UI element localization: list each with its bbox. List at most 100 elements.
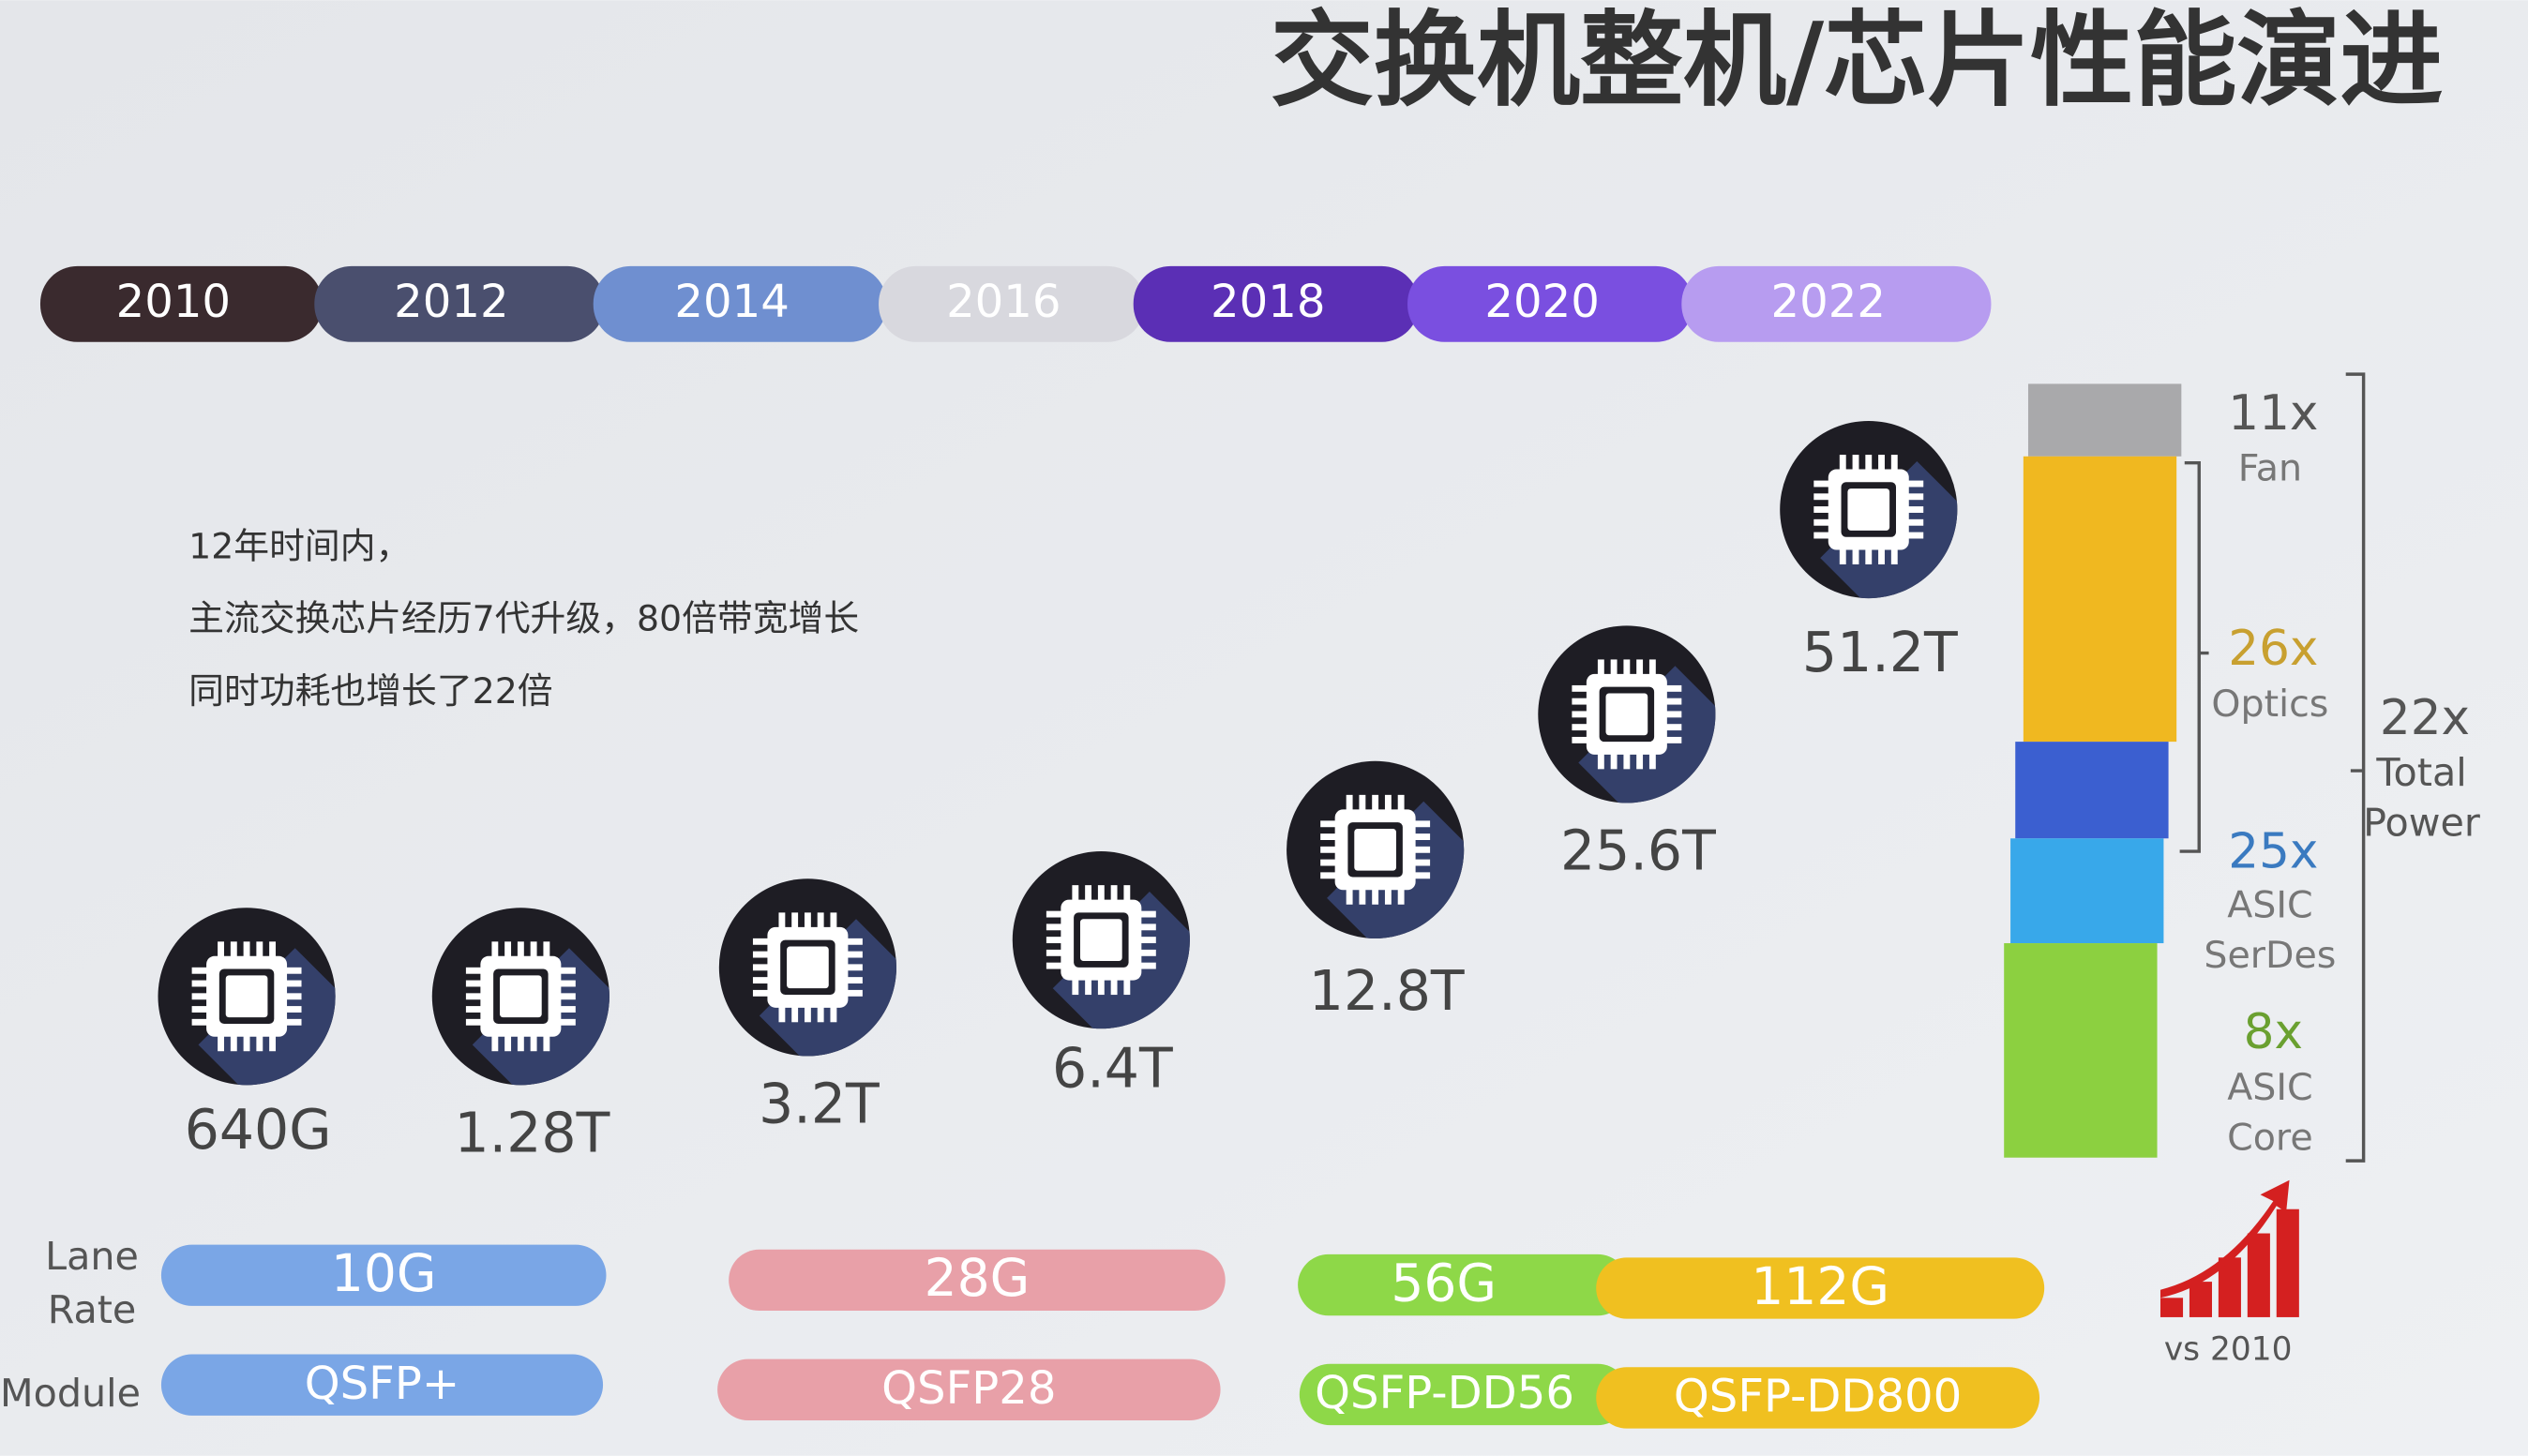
chip-pin [269, 1035, 277, 1052]
chip-pin [830, 912, 837, 929]
chip-pin [559, 1006, 576, 1013]
module-pill [1596, 1367, 2040, 1429]
chip-pin [1046, 962, 1063, 969]
year-segment [1407, 265, 1693, 342]
chip-pin [791, 1006, 799, 1023]
chip-pin [846, 938, 863, 945]
chip-pin [846, 964, 863, 971]
growth-icon [2159, 1179, 2299, 1317]
chip-die [1605, 693, 1648, 736]
year-label: 2020 [1484, 276, 1599, 328]
chip-label: 1.28T [454, 1101, 609, 1164]
power-multiplier: 26x [2228, 621, 2318, 677]
year-label: 2012 [394, 276, 508, 328]
caption: vs 2010 [2164, 1331, 2293, 1369]
chip-pin [1110, 885, 1118, 902]
chip-pin [559, 1018, 576, 1026]
chip-pin [504, 941, 512, 958]
chip-pin [1665, 736, 1682, 743]
chip-pin [256, 941, 263, 958]
chip-pin [285, 980, 302, 987]
power-segment [2004, 943, 2158, 1158]
module-label: Module [0, 1371, 141, 1416]
chip-pin [1610, 659, 1618, 676]
chip-pin [752, 951, 770, 958]
chip-pin [1097, 978, 1105, 996]
chip-label: 25.6T [1560, 819, 1716, 883]
chip-pin [1865, 455, 1873, 472]
total-multiplier: 22x [2380, 690, 2470, 746]
power-name: ASIC [2227, 884, 2312, 927]
chip-pin [1046, 937, 1063, 944]
chip-pin [846, 989, 863, 997]
chip-pin [559, 980, 576, 987]
chip-pin [1597, 753, 1604, 770]
chip-pin [269, 941, 277, 958]
year-label: 2018 [1211, 276, 1325, 328]
power-name: Fan [2238, 447, 2302, 490]
chip-pin [1610, 753, 1618, 770]
chip-pin [465, 993, 483, 1000]
lane_rate-pill [1596, 1257, 2045, 1319]
year-label: 2022 [1771, 276, 1886, 328]
chip-pin [1046, 923, 1063, 931]
year-label: 2010 [116, 276, 231, 328]
chip-pin [830, 1006, 837, 1023]
lane-rate-label: Rate [48, 1287, 137, 1332]
power-multiplier: 11x [2228, 385, 2318, 442]
chip-pin [191, 1018, 208, 1026]
chip-pin [1139, 937, 1156, 944]
chip-pin [543, 941, 550, 958]
chip-pin [1085, 885, 1092, 902]
chip-pin [1384, 888, 1392, 905]
chip-pin [465, 967, 483, 974]
chip-pin [1346, 794, 1353, 812]
chip-pin [1123, 885, 1131, 902]
chip-pin [559, 993, 576, 1000]
chip-pin [1907, 518, 1924, 526]
chip-pin [256, 1035, 263, 1052]
chip-icon [158, 908, 336, 1086]
chip-pin [1665, 724, 1682, 731]
chip-pin [1123, 978, 1131, 996]
year-segment [1133, 265, 1420, 342]
year-segment [39, 265, 323, 342]
lane_rate-item: 56G [1391, 1253, 1497, 1313]
chip-pin [1813, 493, 1830, 501]
chip-die [1079, 919, 1122, 961]
chip-pin [1085, 978, 1092, 996]
power-name: SerDes [2204, 934, 2336, 977]
chip-icon [1538, 625, 1716, 803]
chip-pin [846, 977, 863, 984]
year-segment [314, 265, 605, 342]
note-line: 12年时间内， [188, 525, 411, 566]
chip-pin [1648, 659, 1656, 676]
chip-label: 3.2T [759, 1073, 880, 1136]
chip-pin [530, 941, 537, 958]
module-item: QSFP-DD800 [1674, 1371, 1962, 1423]
chip-pin [1413, 820, 1431, 828]
chip-pin [465, 980, 483, 987]
chip-pin [1572, 724, 1588, 731]
chip-pin [218, 941, 224, 958]
lane_rate-item: 10G [331, 1243, 437, 1303]
chip-pin [1384, 794, 1392, 812]
chip-pin [1413, 833, 1431, 840]
year-label: 2016 [946, 276, 1061, 328]
chip-pin [1372, 794, 1379, 812]
chip-pin [1839, 548, 1846, 564]
chip-die [1354, 828, 1396, 871]
chip-pin [1139, 910, 1156, 918]
chip-pin [1623, 659, 1631, 676]
chip-pin [1865, 548, 1873, 564]
lane-rate-label: Lane [45, 1234, 139, 1279]
chip-pin [1359, 794, 1366, 812]
chip-pin [1372, 888, 1379, 905]
chip-pin [491, 941, 499, 958]
chip-pin [1072, 978, 1079, 996]
chip-pin [1572, 711, 1588, 718]
lane_rate-pill [729, 1249, 1226, 1312]
chip-pin [285, 1006, 302, 1013]
chip-pin [817, 1006, 824, 1023]
chip-pin [1852, 548, 1859, 564]
